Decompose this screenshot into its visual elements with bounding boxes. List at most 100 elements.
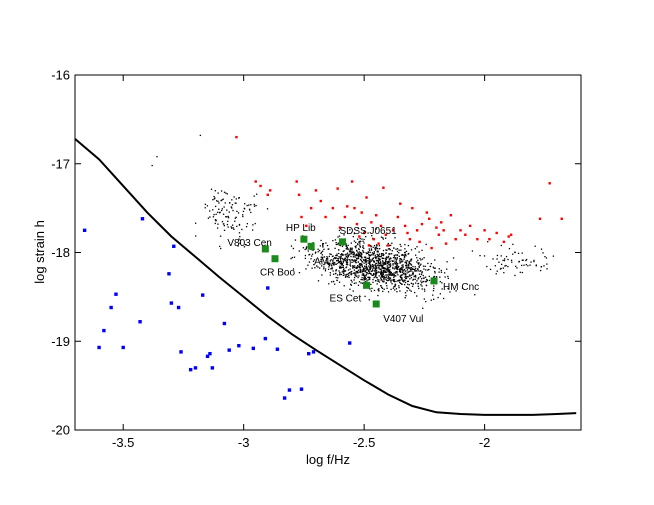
black-point (371, 235, 373, 237)
black-point (384, 270, 387, 272)
black-point (386, 285, 388, 287)
black-point (341, 254, 343, 256)
black-point (385, 258, 387, 260)
black-point (231, 224, 234, 226)
black-point (369, 264, 372, 266)
black-point (329, 272, 331, 274)
black-point (351, 281, 353, 283)
black-point (353, 255, 355, 257)
black-point (338, 281, 341, 283)
black-point (424, 290, 426, 292)
black-point (412, 271, 414, 273)
black-point (372, 281, 374, 284)
black-point (397, 268, 399, 270)
black-point (362, 240, 364, 242)
black-point (345, 248, 347, 250)
black-point (401, 268, 404, 270)
black-point (368, 249, 371, 252)
black-point (395, 262, 397, 265)
black-point (376, 264, 378, 267)
black-point (540, 266, 542, 268)
black-point (368, 261, 371, 263)
black-point (379, 271, 381, 273)
black-point (215, 213, 217, 215)
black-point (400, 271, 402, 273)
blue-point (140, 217, 145, 221)
black-point (345, 245, 347, 247)
black-point (543, 265, 545, 267)
black-point (195, 235, 197, 237)
black-point (417, 268, 419, 271)
black-point (395, 259, 398, 261)
black-point (390, 253, 393, 255)
black-point (410, 290, 412, 292)
black-point (410, 263, 412, 266)
black-point (345, 274, 348, 276)
black-point (228, 211, 230, 213)
black-point (369, 278, 371, 281)
y-tick-label: -17 (51, 156, 70, 171)
black-point (417, 285, 419, 287)
black-point (363, 273, 365, 275)
black-point (365, 265, 368, 267)
black-point (348, 272, 351, 274)
black-point (423, 277, 425, 279)
black-point (375, 256, 377, 259)
black-point (360, 282, 362, 284)
black-point (496, 258, 498, 260)
black-point (417, 282, 420, 285)
black-point (357, 255, 360, 257)
black-point (323, 256, 326, 258)
black-point (332, 255, 334, 257)
black-point (362, 273, 364, 276)
black-point (358, 241, 360, 243)
black-point (371, 252, 374, 254)
black-point (382, 281, 384, 283)
black-point (391, 274, 393, 277)
black-point (421, 258, 424, 260)
black-point (404, 248, 406, 250)
black-point (304, 254, 307, 257)
black-point (346, 258, 348, 261)
black-point (392, 273, 394, 275)
black-point (428, 279, 431, 282)
x-axis-ticks: -3.5 -3 -2.5 -2 (112, 75, 490, 450)
black-point (432, 266, 434, 268)
black-point (393, 273, 395, 276)
black-point (402, 269, 404, 272)
black-point (331, 267, 333, 269)
black-point (366, 252, 368, 255)
black-point (356, 258, 358, 260)
black-point (409, 267, 411, 269)
black-point (375, 269, 377, 271)
black-point (369, 265, 372, 267)
black-point (355, 267, 358, 269)
black-point (345, 244, 348, 246)
black-point (373, 244, 376, 247)
black-point (404, 276, 406, 278)
black-point (417, 278, 419, 280)
black-point (446, 268, 448, 270)
red-point (468, 224, 472, 228)
black-point (374, 264, 376, 266)
red-point (391, 229, 395, 232)
black-point (500, 263, 503, 266)
black-point (355, 266, 358, 268)
black-point (223, 191, 226, 193)
black-point (337, 242, 340, 244)
black-point (405, 275, 407, 278)
black-point (387, 276, 390, 278)
black-point (248, 204, 250, 206)
black-point (422, 277, 425, 279)
black-point (375, 260, 378, 262)
black-point (421, 285, 423, 287)
black-point (403, 283, 406, 286)
black-point (354, 272, 356, 274)
black-point (416, 257, 418, 259)
black-point (505, 264, 507, 267)
black-point (520, 264, 523, 267)
black-point (404, 253, 407, 255)
black-point (447, 287, 449, 290)
black-point (399, 290, 401, 292)
black-point (382, 261, 384, 263)
